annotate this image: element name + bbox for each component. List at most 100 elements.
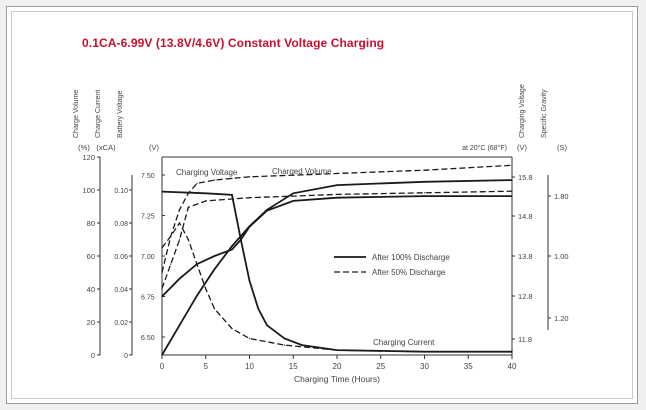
charge-volume-tick-label: 60 — [87, 252, 95, 261]
data-point — [231, 194, 233, 196]
data-point — [213, 255, 216, 257]
x-tick-label: 15 — [289, 362, 298, 371]
charging-voltage-tick-label: 11.8 — [518, 335, 532, 344]
data-point — [283, 337, 286, 340]
charge-volume-tick-label: 0 — [91, 351, 95, 360]
data-point — [248, 337, 251, 340]
x-tick-label: 5 — [204, 362, 209, 371]
data-point — [178, 239, 181, 241]
charging-voltage-tick-label: 12.8 — [518, 292, 533, 301]
battery-voltage-tick-label: 6.50 — [141, 335, 155, 342]
data-point — [231, 245, 233, 247]
charge-volume-tick-label: 80 — [87, 219, 95, 228]
data-point — [423, 169, 426, 171]
data-point — [511, 179, 513, 181]
data-point — [161, 191, 163, 193]
data-point — [187, 192, 189, 194]
x-tick-label: 35 — [464, 362, 473, 371]
right-axis-title: Charging Voltage — [519, 84, 526, 138]
data-point — [266, 324, 268, 326]
data-point — [205, 288, 207, 290]
curve-label-charging-current: Charging Current — [373, 338, 435, 347]
data-point — [248, 197, 251, 199]
data-point — [257, 308, 259, 310]
data-point — [292, 200, 294, 202]
data-point — [292, 195, 294, 197]
left-axis-title: Charge Current — [95, 90, 102, 138]
data-point — [178, 278, 181, 280]
left-axis-unit: (xCA) — [96, 143, 116, 152]
data-point — [336, 349, 338, 351]
left-axis-unit: (%) — [78, 143, 90, 152]
charge-current-tick-label: 0.04 — [114, 287, 128, 294]
series-line-battery-voltage-solid — [161, 195, 512, 298]
left-axis-unit: (V) — [149, 143, 160, 152]
specific-gravity-tick-label: 1.00 — [554, 252, 569, 261]
battery-voltage-tick-label: 6.75 — [141, 295, 155, 302]
x-axis-label: Charging Time (Hours) — [294, 374, 380, 384]
series-line-charging-current-dashed — [161, 221, 512, 353]
data-point — [205, 200, 207, 202]
data-point — [511, 190, 513, 192]
x-tick-label: 20 — [333, 362, 342, 371]
data-point — [161, 287, 163, 289]
charging-voltage-tick-label: 15.8 — [518, 173, 533, 182]
data-point — [196, 295, 198, 297]
data-point — [170, 235, 172, 237]
data-point — [231, 328, 233, 330]
data-point — [292, 174, 294, 176]
curve-label-charging-voltage: Charging Voltage — [176, 168, 238, 177]
data-point — [266, 210, 268, 212]
legend-label: After 100% Discharge — [372, 253, 450, 262]
data-point — [213, 308, 216, 310]
series-line-charge-volume-dashed — [161, 164, 513, 273]
data-point — [231, 177, 233, 180]
charge-current-tick-label: 0.06 — [114, 254, 128, 261]
data-point — [336, 193, 338, 196]
data-point — [511, 164, 513, 166]
data-point — [161, 354, 163, 356]
charging-voltage-tick-label: 14.8 — [518, 212, 533, 221]
x-tick-label: 30 — [420, 362, 429, 371]
data-point — [248, 280, 251, 282]
battery-voltage-tick-label: 7.00 — [141, 254, 155, 261]
data-point — [240, 239, 242, 241]
specific-gravity-tick-label: 1.20 — [554, 314, 569, 323]
charge-volume-tick-label: 100 — [82, 186, 95, 195]
data-point — [423, 195, 426, 197]
data-point — [187, 206, 189, 208]
data-point — [283, 344, 286, 346]
x-tick-label: 40 — [508, 362, 517, 371]
data-point — [248, 176, 251, 178]
data-point — [301, 344, 303, 346]
data-point — [231, 248, 233, 251]
x-tick-label: 10 — [245, 362, 254, 371]
right-axis-title: Specific Gravity — [541, 89, 548, 138]
data-point — [423, 351, 426, 353]
charge-current-tick-label: 0.02 — [114, 320, 128, 327]
data-point — [213, 179, 216, 181]
data-point — [336, 197, 338, 199]
data-point — [336, 172, 338, 175]
data-point — [511, 351, 513, 353]
data-point — [196, 182, 198, 184]
battery-voltage-tick-label: 7.50 — [141, 173, 155, 180]
data-point — [196, 263, 198, 265]
data-point — [178, 324, 181, 326]
series-line-charge-volume-solid — [161, 179, 513, 356]
data-point — [248, 226, 251, 228]
charging-voltage-tick-label: 13.8 — [518, 252, 533, 261]
temperature-annotation: at 20°C (68°F) — [462, 144, 507, 152]
data-point — [205, 192, 207, 194]
data-point — [423, 192, 426, 194]
right-axis-unit-specific-gravity: (S) — [557, 143, 568, 152]
data-point — [187, 238, 189, 241]
specific-gravity-tick-label: 1.80 — [554, 192, 569, 201]
data-point — [178, 222, 181, 224]
data-point — [336, 184, 338, 186]
curve-label-charged-volume: Charged Volume — [272, 167, 332, 176]
charge-current-tick-label: 0 — [124, 353, 128, 360]
charge-current-tick-label: 0.08 — [114, 221, 128, 228]
data-point — [292, 192, 294, 194]
charge-volume-tick-label: 120 — [82, 153, 95, 162]
